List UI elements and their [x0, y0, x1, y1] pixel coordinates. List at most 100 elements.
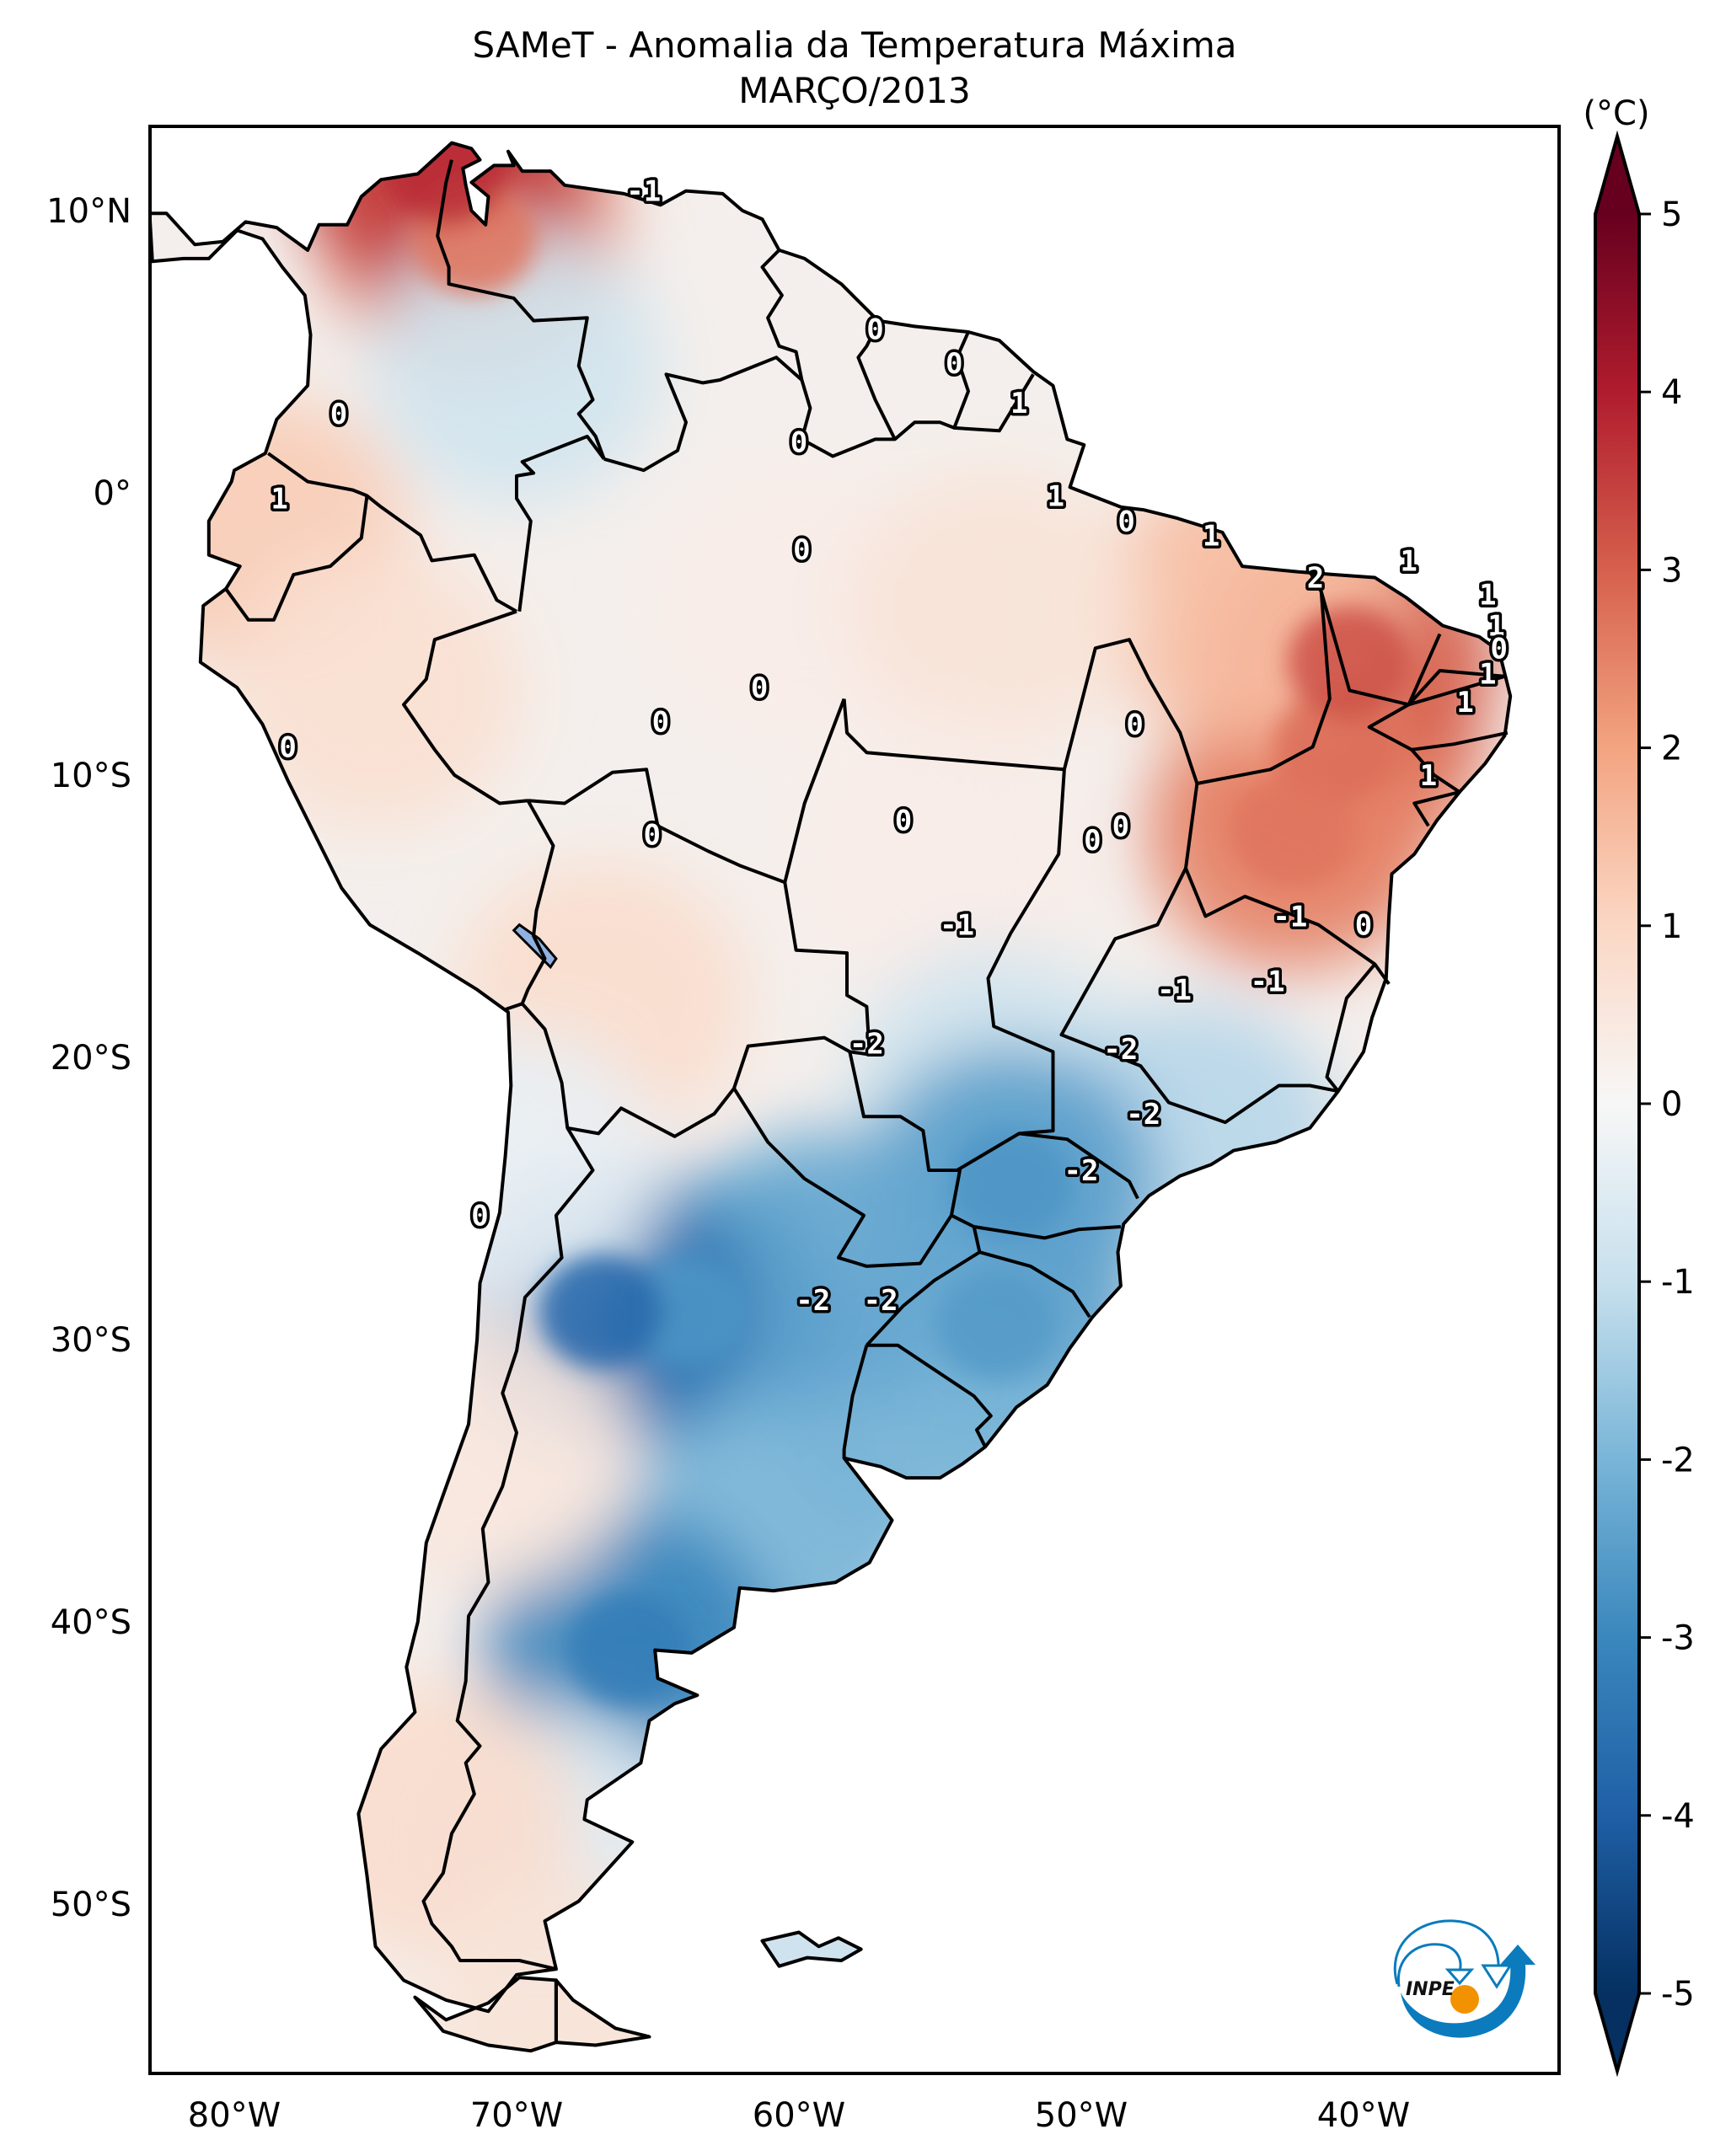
contour-label: -2	[864, 1284, 898, 1318]
border-brazil-state-mt	[783, 698, 846, 883]
y-axis-ticks: 10°N 0° 10°S 20°S 30°S 40°S 50°S	[46, 192, 131, 1924]
colorbar-tick-label: -5	[1661, 1975, 1695, 2014]
contour-label: 0	[1112, 810, 1129, 843]
border-brazil-state-ce	[1319, 591, 1442, 707]
border-chile-argentina	[421, 1126, 595, 1971]
y-tick-label: 40°S	[51, 1603, 131, 1642]
border-suriname-guiana	[952, 331, 970, 429]
contour-label: 1	[1479, 657, 1496, 691]
contour-label: 0	[751, 671, 768, 705]
colorbar-tick-label: -1	[1661, 1263, 1695, 1302]
logo-text: INPE	[1406, 1979, 1455, 2000]
colorbar-tick-label: -4	[1661, 1797, 1695, 1836]
contour-label: 0	[330, 398, 347, 431]
border-guianas-brazil	[800, 373, 1035, 458]
border-uruguay	[866, 1343, 993, 1448]
y-tick-label: 10°S	[51, 757, 131, 795]
anomaly-core	[1287, 606, 1412, 719]
colorbar-tick-label: 3	[1661, 551, 1682, 590]
border-venezuela-guyana	[760, 249, 804, 381]
logo-outer-swirl	[1393, 1919, 1500, 1985]
contour-label: -1	[1251, 966, 1285, 999]
colorbar-tick-label: -2	[1661, 1441, 1695, 1479]
border-brazil-state-pa-to	[1062, 638, 1151, 770]
x-axis-ticks: 80°W 70°W 60°W 50°W 40°W	[188, 2096, 1410, 2135]
contour-label: -2	[796, 1284, 830, 1318]
border-brazil-state-rn-pb-pe	[1367, 669, 1509, 752]
border-brazil-state-pr-sc	[973, 1225, 1122, 1240]
contour-label: -2	[1126, 1098, 1160, 1131]
border-colombia-brazil	[515, 435, 606, 612]
colorbar-extend-min	[1595, 1993, 1639, 2071]
coastline	[150, 141, 1513, 2014]
contour-label: 0	[895, 805, 912, 838]
logo-curved-arrow	[1401, 1945, 1535, 2038]
contour-label: -2	[1064, 1154, 1099, 1188]
contour-label: 0	[652, 705, 669, 739]
contour-label: -1	[1157, 974, 1192, 1008]
y-tick-label: 50°S	[51, 1886, 131, 1924]
contour-label: 0	[793, 533, 810, 567]
contour-label: 1	[1203, 519, 1219, 553]
anomaly-core	[1273, 690, 1398, 804]
colorbar-body	[1595, 214, 1639, 1993]
contour-label: 1	[1420, 759, 1437, 793]
border-venezuela-brazil	[603, 356, 803, 473]
logo-inner-swirl	[1396, 1943, 1462, 1987]
inpe-logo: INPE	[1393, 1919, 1535, 2038]
anomaly-core	[1230, 775, 1355, 888]
colorbar-ticks: 5 4 3 2 1 0 -1 -2 -3 -4 -5	[1639, 195, 1695, 2014]
y-tick-label: 0°	[94, 474, 131, 513]
anomaly-core	[934, 1269, 1059, 1383]
colorbar-tick-label: 0	[1661, 1085, 1682, 1124]
contour-label: -2	[1103, 1033, 1138, 1067]
contour-label: -1	[626, 175, 661, 209]
x-tick-label: 70°W	[470, 2096, 563, 2135]
contour-label: 0	[866, 313, 883, 347]
contour-label: 0	[1117, 506, 1134, 539]
border-brazil-bolivia	[528, 768, 871, 1055]
colorbar-extend-max	[1595, 136, 1639, 214]
border-brazil-state-go-mg	[1059, 867, 1339, 1125]
border-brazil-state-sc-rs	[978, 1250, 1091, 1319]
border-peru-bolivia-chile	[504, 800, 555, 1011]
anomaly-blob	[228, 551, 523, 830]
contour-label: 0	[471, 1200, 488, 1233]
contour-label: 0	[1491, 632, 1508, 666]
contour-label: 1	[271, 483, 287, 516]
country-borders	[150, 141, 1513, 2053]
contour-label: 1	[1456, 686, 1473, 720]
border-colombia-venezuela	[436, 159, 606, 460]
border-brazil-state-go-mt	[956, 769, 1066, 1172]
border-brazil-state-sp-pr	[1019, 1131, 1139, 1200]
map-frame	[148, 125, 1561, 2075]
border-paraguay	[732, 1051, 962, 1268]
border-uruguay-argentina	[842, 1345, 869, 1458]
contour-label: -1	[1273, 901, 1307, 934]
logo-orange-dot	[1450, 1985, 1479, 2014]
border-brazil-state-ma-pi	[1147, 570, 1332, 785]
contour-label: 0	[1355, 909, 1372, 943]
border-brazil-state-ba-se-al	[1410, 748, 1461, 827]
x-tick-label: 40°W	[1317, 2096, 1410, 2135]
contour-label: 1	[1010, 387, 1027, 420]
contour-label: -2	[849, 1027, 884, 1061]
border-ecuador-peru	[224, 495, 369, 622]
contour-label: 0	[279, 731, 296, 765]
coastline-tierra-del-fuego-chile	[413, 1976, 558, 2053]
contour-label: 0	[946, 347, 962, 381]
contour-label: 2	[1307, 562, 1324, 596]
x-tick-label: 80°W	[188, 2096, 281, 2135]
border-brazil-state-am-pa	[842, 698, 1065, 772]
contour-label: 1	[1048, 479, 1064, 513]
contour-label: 0	[790, 426, 807, 460]
anomaly-core	[539, 1255, 664, 1368]
colorbar: (°C) 5 4 3 2 1 0 -1 -2 -3 -4 -5	[1583, 94, 1695, 2078]
y-tick-label: 30°S	[51, 1321, 131, 1360]
anomaly-blob	[369, 226, 664, 506]
border-colombia-ecuador-peru	[267, 452, 517, 613]
anomaly-field	[150, 142, 1511, 2052]
